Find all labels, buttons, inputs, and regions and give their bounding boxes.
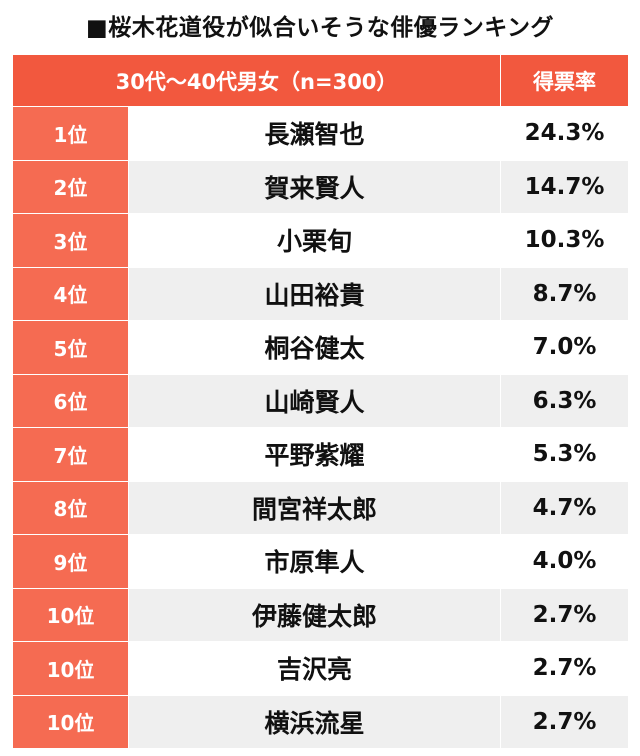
rank-cell: 10位 bbox=[12, 641, 129, 696]
ranking-body: 1位 長瀬智也 24.3% 2位 賀来賢人 14.7% 3位 小栗旬 10.3% 4位 山田裕貴 8.… bbox=[12, 106, 630, 749]
vote-rate-cell: 14.7% bbox=[500, 159, 630, 214]
vote-rate-cell: 10.3% bbox=[500, 213, 630, 268]
vote-rate-cell: 4.0% bbox=[500, 534, 630, 589]
vote-rate-cell: 24.3% bbox=[500, 106, 630, 161]
table-row: 7位 平野紫耀 5.3% bbox=[12, 427, 630, 482]
actor-name-cell: 伊藤健太郎 bbox=[127, 587, 502, 642]
vote-rate-cell: 2.7% bbox=[500, 587, 630, 642]
table-row: 9位 市原隼人 4.0% bbox=[12, 534, 630, 589]
actor-name-cell: 小栗旬 bbox=[127, 213, 502, 268]
rank-cell: 10位 bbox=[12, 694, 129, 749]
rank-cell: 1位 bbox=[12, 106, 129, 161]
vote-rate-cell: 6.3% bbox=[500, 373, 630, 428]
actor-name-cell: 賀来賢人 bbox=[127, 159, 502, 214]
actor-name-cell: 桐谷健太 bbox=[127, 320, 502, 375]
table-row: 10位 伊藤健太郎 2.7% bbox=[12, 587, 630, 642]
table-row: 6位 山崎賢人 6.3% bbox=[12, 373, 630, 428]
rank-cell: 4位 bbox=[12, 266, 129, 321]
actor-name-cell: 長瀬智也 bbox=[127, 106, 502, 161]
table-row: 2位 賀来賢人 14.7% bbox=[12, 159, 630, 214]
rank-cell: 5位 bbox=[12, 320, 129, 375]
actor-name-cell: 山崎賢人 bbox=[127, 373, 502, 428]
actor-name-cell: 市原隼人 bbox=[127, 534, 502, 589]
vote-rate-cell: 2.7% bbox=[500, 641, 630, 696]
actor-name-cell: 間宮祥太郎 bbox=[127, 480, 502, 535]
rank-cell: 3位 bbox=[12, 213, 129, 268]
table-row: 5位 桐谷健太 7.0% bbox=[12, 320, 630, 375]
vote-rate-cell: 7.0% bbox=[500, 320, 630, 375]
table-row: 4位 山田裕貴 8.7% bbox=[12, 266, 630, 321]
table-row: 8位 間宮祥太郎 4.7% bbox=[12, 480, 630, 535]
rank-cell: 6位 bbox=[12, 373, 129, 428]
vote-rate-cell: 4.7% bbox=[500, 480, 630, 535]
table-row: 3位 小栗旬 10.3% bbox=[12, 213, 630, 268]
rank-cell: 2位 bbox=[12, 159, 129, 214]
chart-title: ■桜木花道役が似合いそうな俳優ランキング bbox=[85, 15, 555, 41]
actor-name-cell: 平野紫耀 bbox=[127, 427, 502, 482]
table-row: 10位 吉沢亮 2.7% bbox=[12, 641, 630, 696]
rank-cell: 10位 bbox=[12, 587, 129, 642]
rate-header: 得票率 bbox=[500, 54, 630, 107]
vote-rate-cell: 8.7% bbox=[500, 266, 630, 321]
table-row: 1位 長瀬智也 24.3% bbox=[12, 106, 630, 161]
actor-name-cell: 山田裕貴 bbox=[127, 266, 502, 321]
rank-cell: 9位 bbox=[12, 534, 129, 589]
rank-cell: 7位 bbox=[12, 427, 129, 482]
actor-name-cell: 吉沢亮 bbox=[127, 641, 502, 696]
ranking-table: 30代〜40代男女（n=300） 得票率 1位 長瀬智也 24.3% 2位 賀来賢人 14… bbox=[11, 54, 630, 749]
rank-cell: 8位 bbox=[12, 480, 129, 535]
group-header: 30代〜40代男女（n=300） bbox=[11, 54, 502, 107]
table-header-row: 30代〜40代男女（n=300） 得票率 bbox=[11, 54, 630, 107]
actor-name-cell: 横浜流星 bbox=[127, 694, 502, 749]
table-row: 10位 横浜流星 2.7% bbox=[12, 694, 630, 749]
vote-rate-cell: 2.7% bbox=[500, 694, 630, 749]
vote-rate-cell: 5.3% bbox=[500, 427, 630, 482]
